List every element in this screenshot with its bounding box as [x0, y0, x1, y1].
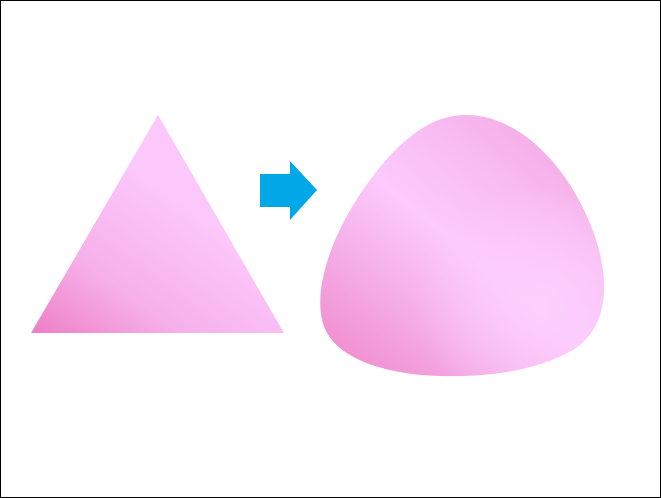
triangle-shape: [31, 115, 284, 333]
rounded-triangle-highlight: [320, 114, 605, 377]
right-arrow-icon: [260, 161, 317, 220]
